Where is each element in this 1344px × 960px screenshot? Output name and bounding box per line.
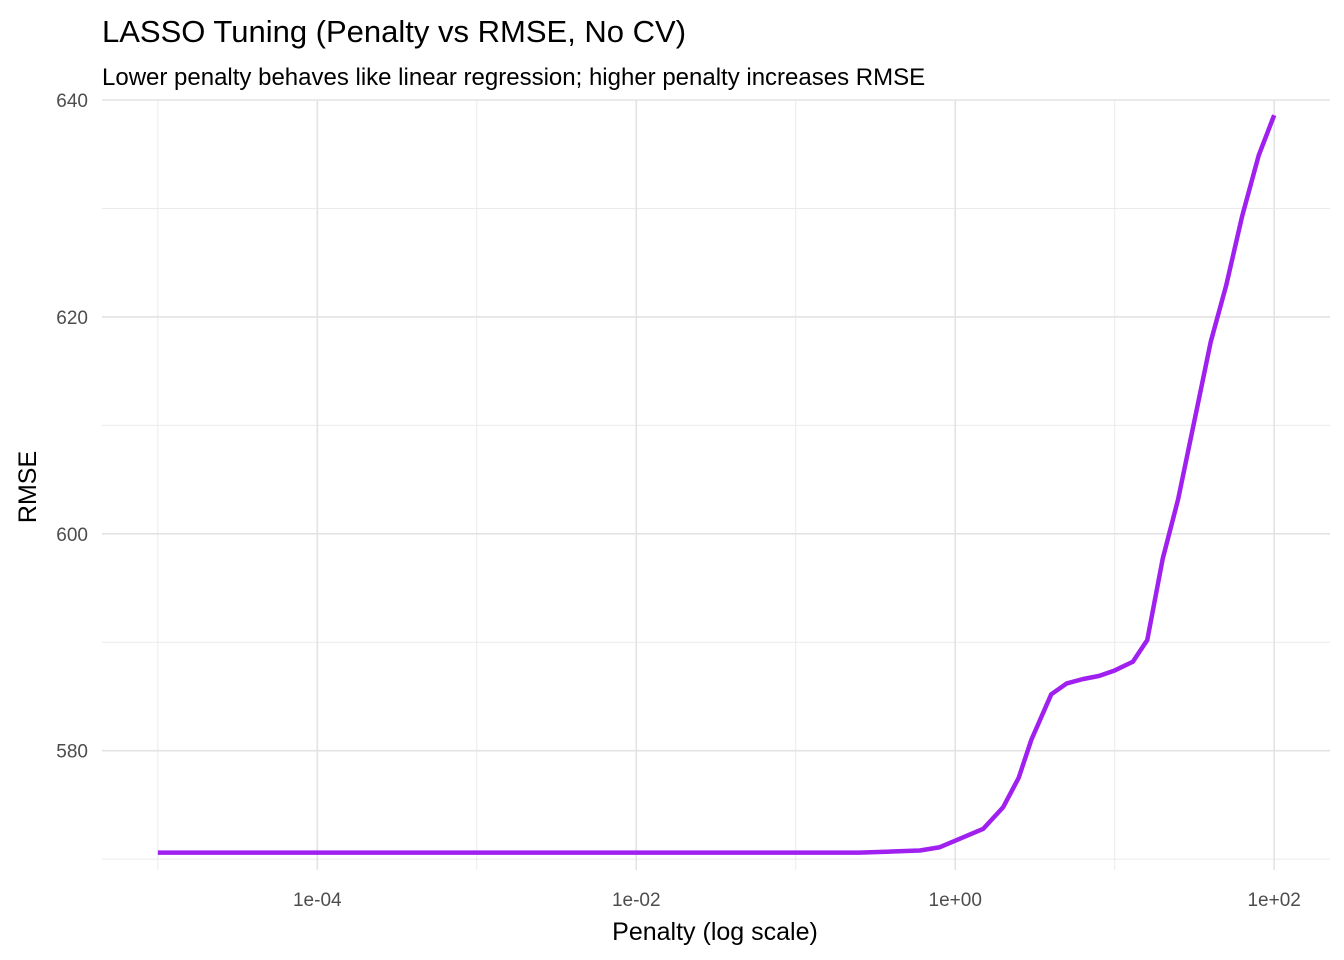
x-axis-title: Penalty (log scale)	[612, 918, 818, 946]
y-tick-label: 620	[56, 308, 88, 329]
series-layer	[157, 114, 1277, 855]
y-axis-title: RMSE	[14, 451, 42, 523]
x-axis-ticks: 1e-04 1e-02 1e+00 1e+02	[293, 890, 1301, 911]
grid	[102, 99, 1330, 870]
chart-title: LASSO Tuning (Penalty vs RMSE, No CV)	[102, 14, 686, 49]
chart-subtitle: Lower penalty behaves like linear regres…	[102, 64, 925, 91]
y-axis-ticks: 580 600 620 640	[56, 91, 88, 763]
x-tick-label: 1e-02	[612, 890, 661, 911]
rmse-series-line	[157, 114, 1277, 855]
y-tick-label: 580	[56, 742, 88, 763]
x-tick-label: 1e-04	[293, 890, 342, 911]
x-tick-label: 1e+02	[1247, 890, 1300, 911]
x-tick-label: 1e+00	[929, 890, 982, 911]
y-tick-label: 600	[56, 525, 88, 546]
y-tick-label: 640	[56, 91, 88, 112]
